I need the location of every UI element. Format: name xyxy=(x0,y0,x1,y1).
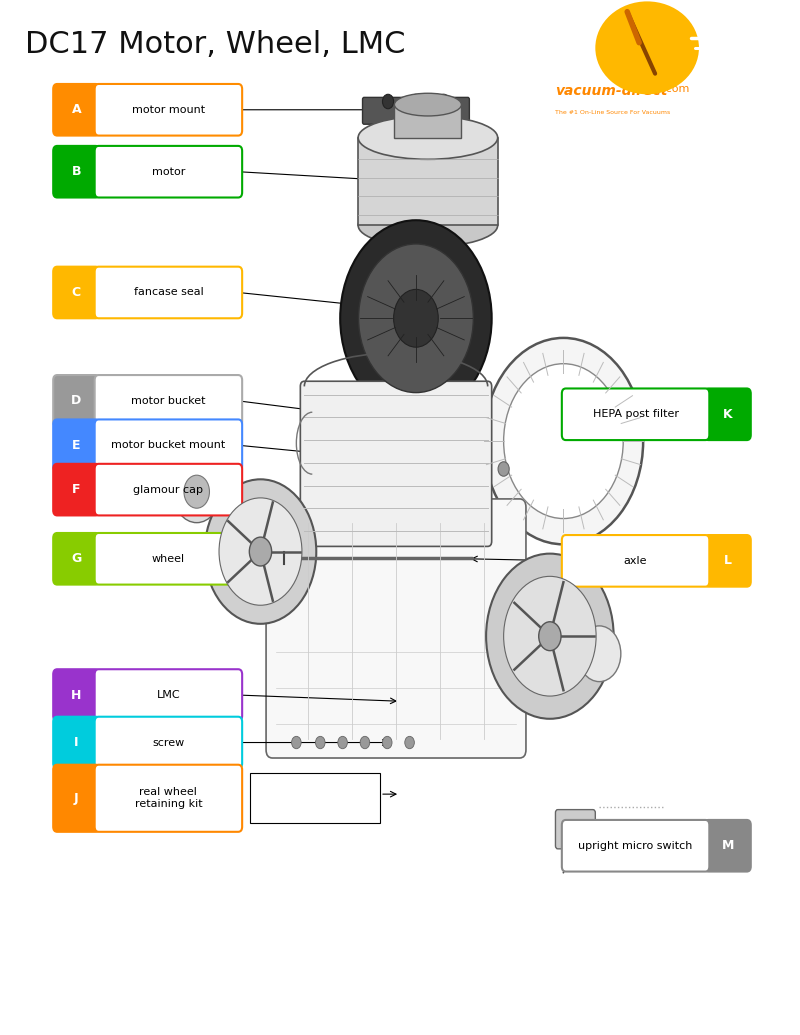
Ellipse shape xyxy=(358,204,498,247)
FancyBboxPatch shape xyxy=(54,670,99,720)
Text: upright micro switch: upright micro switch xyxy=(578,840,693,851)
Text: The #1 On-Line Source For Vacuums: The #1 On-Line Source For Vacuums xyxy=(555,110,670,115)
Text: glamour cap: glamour cap xyxy=(134,484,203,495)
Text: screw: screw xyxy=(152,738,185,747)
FancyBboxPatch shape xyxy=(94,716,242,768)
Text: H: H xyxy=(71,688,82,702)
Ellipse shape xyxy=(438,94,450,109)
FancyBboxPatch shape xyxy=(300,381,492,546)
Text: motor bucket mount: motor bucket mount xyxy=(111,440,226,450)
Text: LMC: LMC xyxy=(157,690,180,700)
FancyBboxPatch shape xyxy=(562,820,710,871)
Text: real wheel
retaining kit: real wheel retaining kit xyxy=(134,788,202,809)
FancyBboxPatch shape xyxy=(250,773,380,823)
Ellipse shape xyxy=(578,626,621,682)
Ellipse shape xyxy=(484,337,643,544)
Ellipse shape xyxy=(382,94,394,109)
FancyBboxPatch shape xyxy=(266,499,526,758)
Ellipse shape xyxy=(358,116,498,159)
FancyBboxPatch shape xyxy=(94,464,242,515)
Ellipse shape xyxy=(382,736,392,748)
Text: I: I xyxy=(74,736,78,749)
FancyBboxPatch shape xyxy=(94,419,242,471)
Text: motor: motor xyxy=(152,167,185,177)
Ellipse shape xyxy=(538,622,561,651)
Ellipse shape xyxy=(504,576,596,697)
Ellipse shape xyxy=(315,736,325,748)
Ellipse shape xyxy=(184,475,210,508)
Text: C: C xyxy=(72,286,81,299)
FancyBboxPatch shape xyxy=(555,809,595,849)
Text: fancase seal: fancase seal xyxy=(134,288,203,297)
FancyBboxPatch shape xyxy=(94,765,242,832)
FancyBboxPatch shape xyxy=(362,97,470,124)
Text: .com: .com xyxy=(663,84,690,94)
Text: HEPA post filter: HEPA post filter xyxy=(593,409,678,419)
Ellipse shape xyxy=(358,244,474,392)
FancyBboxPatch shape xyxy=(54,375,99,426)
Ellipse shape xyxy=(394,93,462,116)
FancyBboxPatch shape xyxy=(54,146,99,198)
Text: L: L xyxy=(724,555,732,567)
FancyBboxPatch shape xyxy=(562,388,710,440)
FancyBboxPatch shape xyxy=(94,375,242,426)
Text: B: B xyxy=(71,166,81,178)
Ellipse shape xyxy=(595,1,699,94)
FancyBboxPatch shape xyxy=(54,716,99,768)
FancyBboxPatch shape xyxy=(705,535,750,587)
Text: E: E xyxy=(72,439,81,451)
Ellipse shape xyxy=(405,736,414,748)
Text: wheel: wheel xyxy=(152,554,185,564)
FancyBboxPatch shape xyxy=(705,388,750,440)
Ellipse shape xyxy=(340,220,492,416)
Text: M: M xyxy=(722,839,734,852)
Ellipse shape xyxy=(360,736,370,748)
Text: motor mount: motor mount xyxy=(132,105,205,115)
FancyBboxPatch shape xyxy=(394,105,462,138)
Ellipse shape xyxy=(504,363,623,519)
Text: motor bucket: motor bucket xyxy=(131,395,206,406)
Text: K: K xyxy=(723,408,733,421)
Ellipse shape xyxy=(250,537,272,566)
FancyBboxPatch shape xyxy=(54,533,99,585)
Text: vacuum-direct: vacuum-direct xyxy=(555,84,668,98)
FancyBboxPatch shape xyxy=(54,464,99,515)
FancyBboxPatch shape xyxy=(94,670,242,720)
FancyBboxPatch shape xyxy=(94,84,242,136)
Text: G: G xyxy=(71,553,82,565)
FancyBboxPatch shape xyxy=(94,146,242,198)
Ellipse shape xyxy=(219,498,302,605)
Ellipse shape xyxy=(486,554,614,718)
FancyBboxPatch shape xyxy=(54,765,99,832)
Ellipse shape xyxy=(338,736,347,748)
Text: DC17 Motor, Wheel, LMC: DC17 Motor, Wheel, LMC xyxy=(26,30,406,59)
FancyBboxPatch shape xyxy=(54,419,99,471)
Text: F: F xyxy=(72,483,81,496)
FancyBboxPatch shape xyxy=(94,533,242,585)
Ellipse shape xyxy=(205,479,316,624)
FancyBboxPatch shape xyxy=(54,84,99,136)
FancyBboxPatch shape xyxy=(54,267,99,319)
Ellipse shape xyxy=(394,290,438,347)
Ellipse shape xyxy=(410,94,422,109)
Text: axle: axle xyxy=(624,556,647,566)
FancyBboxPatch shape xyxy=(562,535,710,587)
Ellipse shape xyxy=(291,736,301,748)
FancyBboxPatch shape xyxy=(705,820,750,871)
Ellipse shape xyxy=(498,462,510,476)
Text: J: J xyxy=(74,792,78,805)
FancyBboxPatch shape xyxy=(94,267,242,319)
Ellipse shape xyxy=(173,461,221,523)
Text: A: A xyxy=(71,104,81,116)
FancyBboxPatch shape xyxy=(358,138,498,226)
Text: D: D xyxy=(71,394,82,408)
